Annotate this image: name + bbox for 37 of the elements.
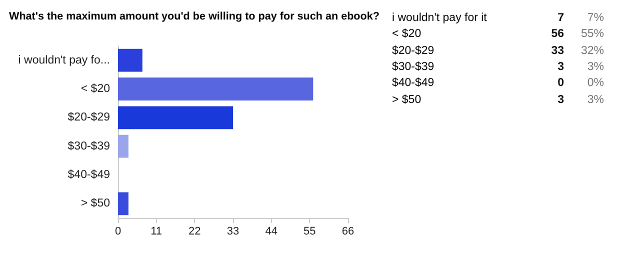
x-tick-label: 55 [304, 226, 316, 238]
text: 0% [586, 76, 605, 92]
category-label: $30-$39 [392, 60, 436, 76]
category-label: $20-$29 [392, 44, 436, 59]
y-tick-label: $30-$39 [68, 140, 110, 152]
category-label: $40-$49 [392, 76, 436, 92]
x-tick-label: 66 [342, 226, 354, 238]
category-label: < $20 [392, 27, 422, 42]
y-tick-label: $20-$29 [68, 112, 110, 124]
bar [118, 78, 314, 100]
data-label: 33 [550, 44, 564, 59]
y-tick-label: i wouldn't pay fo... [18, 54, 110, 66]
text: 3% [586, 92, 605, 108]
x-tick-label: 22 [188, 226, 201, 238]
bar [118, 192, 128, 216]
y-tick-label: < $20 [80, 83, 110, 95]
data-label: 3 [556, 60, 564, 76]
data-label: 0 [556, 76, 564, 92]
data-label: 7 [556, 11, 564, 26]
text: 7% [586, 11, 605, 26]
category-label: i wouldn't pay for it [392, 11, 488, 26]
text: 32% [580, 44, 605, 59]
x-tick-label: 11 [150, 226, 162, 238]
bar [118, 48, 142, 72]
text: 3% [586, 60, 605, 76]
x-tick-label: 44 [265, 226, 278, 238]
y-tick-label: $40-$49 [68, 169, 110, 181]
bar [118, 134, 128, 158]
data-label: 56 [550, 27, 564, 42]
x-tick-label: 33 [226, 226, 240, 238]
data-label: 3 [556, 92, 564, 108]
chart-title: What's the maximum amount you'd be willing to pay for such an ebook? [9, 10, 380, 22]
bar [118, 106, 233, 130]
category-label: > $50 [392, 92, 422, 108]
text: 55% [580, 27, 605, 42]
y-tick-label: > $50 [80, 198, 110, 210]
x-tick-label: 0 [114, 226, 122, 238]
